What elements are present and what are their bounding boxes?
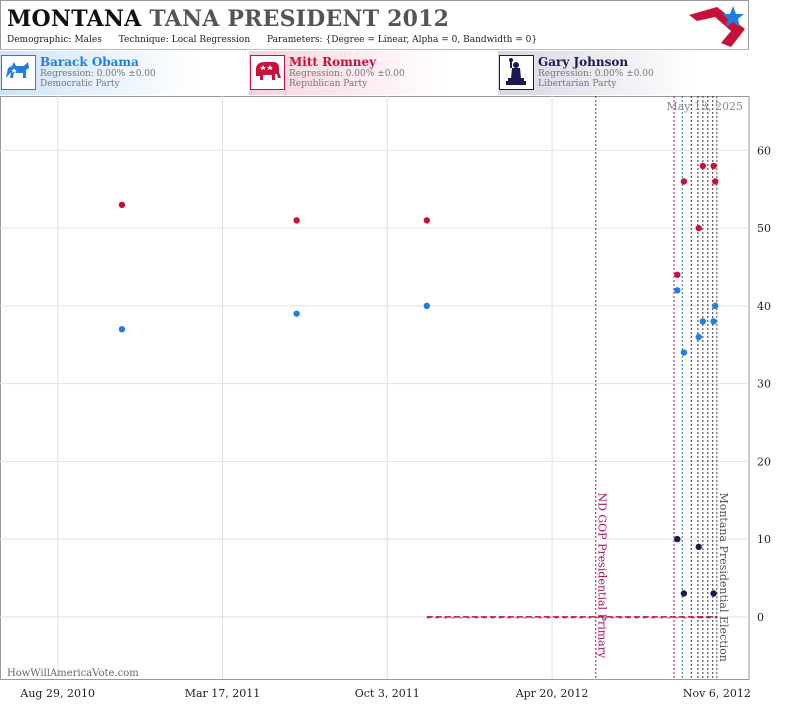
event-label: Montana Presidential Election <box>717 492 730 661</box>
demographic: Demographic: Males <box>7 35 102 45</box>
parameters-label: Parameters: <box>267 35 323 45</box>
candidate-party: Republican Party <box>289 79 368 89</box>
data-point <box>695 543 702 551</box>
data-point <box>674 271 681 278</box>
data-point <box>680 178 688 185</box>
data-point <box>710 162 717 170</box>
data-point <box>680 349 688 356</box>
event-label: ND GOP Presidential Primary <box>596 492 609 659</box>
y-tick-label: 20 <box>757 455 771 468</box>
liberty-statue-icon <box>499 55 534 90</box>
data-point <box>118 326 126 333</box>
y-tick-label: 10 <box>757 533 771 546</box>
page-title: MONTANA TANA PRESIDENT 2012 <box>7 6 449 32</box>
candidate-regression: Regression: 0.00% ±0.00 <box>289 69 405 79</box>
candidate-regression: Regression: 0.00% ±0.00 <box>538 69 654 79</box>
chart-frame: MONTANA TANA PRESIDENT 2012 Demographic:… <box>0 0 771 700</box>
y-tick-label: 30 <box>757 378 771 391</box>
technique-value: Local Regression <box>171 35 251 45</box>
data-point <box>699 318 707 325</box>
x-tick-label: Aug 29, 2010 <box>19 687 95 700</box>
data-point <box>699 162 707 170</box>
data-point <box>293 310 300 317</box>
candidate-name: Barack Obama <box>40 55 139 69</box>
technique: Technique: Local Regression <box>119 35 250 45</box>
scatter-chart: Aug 29, 2010 Mar 17, 2011 Oct 3, 2011 Apr 2… <box>0 96 771 700</box>
title-rest: TANA PRESIDENT 2012 <box>149 6 450 32</box>
y-tick-label: 60 <box>757 144 771 157</box>
site-logo-icon <box>689 6 745 47</box>
data-point <box>118 201 126 209</box>
data-point <box>293 217 300 224</box>
data-point <box>710 590 717 597</box>
data-point <box>710 318 717 325</box>
y-tick-label: 0 <box>757 611 764 624</box>
data-point <box>712 302 719 310</box>
data-point <box>674 535 681 543</box>
demographic-label: Demographic: <box>7 35 72 45</box>
candidate-party: Democratic Party <box>40 79 120 89</box>
legend: Barack Obama Regression: 0.00% ±0.00 Dem… <box>0 51 749 95</box>
legend-item-romney: Mitt Romney Regression: 0.00% ±0.00 Repu… <box>249 51 494 95</box>
watermark: HowWillAmericaVote.com <box>7 668 139 679</box>
data-point <box>712 178 719 185</box>
candidate-regression: Regression: 0.00% ±0.00 <box>40 69 156 79</box>
parameters-value: {Degree = Linear, Alpha = 0, Bandwidth =… <box>325 35 538 45</box>
parameters: Parameters: {Degree = Linear, Alpha = 0, … <box>267 35 537 45</box>
donkey-icon <box>1 55 36 90</box>
candidate-party: Libertarian Party <box>538 79 617 89</box>
x-tick-label: Mar 17, 2011 <box>185 687 261 700</box>
x-tick-label: Oct 3, 2011 <box>355 687 420 700</box>
data-point <box>423 302 431 310</box>
y-tick-label: 50 <box>757 222 771 235</box>
title-state: MONTANA <box>7 6 142 32</box>
candidate-name: Mitt Romney <box>289 55 377 69</box>
x-tick-label: Apr 20, 2012 <box>515 687 589 700</box>
plot-area <box>0 96 750 680</box>
data-point <box>695 333 702 341</box>
data-point <box>680 590 688 597</box>
data-point <box>695 224 702 232</box>
data-point <box>674 287 681 294</box>
technique-label: Technique: <box>118 35 169 45</box>
candidate-name: Gary Johnson <box>538 55 629 69</box>
legend-item-johnson: Gary Johnson Regression: 0.00% ±0.00 Lib… <box>498 51 743 95</box>
y-tick-label: 40 <box>757 300 771 313</box>
subtitle: Demographic: Males Technique: Local Regres… <box>7 35 551 45</box>
data-point <box>423 217 431 224</box>
x-tick-label: Nov 6, 2012 <box>683 687 751 700</box>
header: MONTANA TANA PRESIDENT 2012 Demographic:… <box>0 0 749 50</box>
elephant-icon <box>250 55 285 90</box>
demographic-value: Males <box>74 35 102 45</box>
legend-item-obama: Barack Obama Regression: 0.00% ±0.00 Dem… <box>0 51 245 95</box>
date-label: May 13, 2025 <box>666 100 743 113</box>
